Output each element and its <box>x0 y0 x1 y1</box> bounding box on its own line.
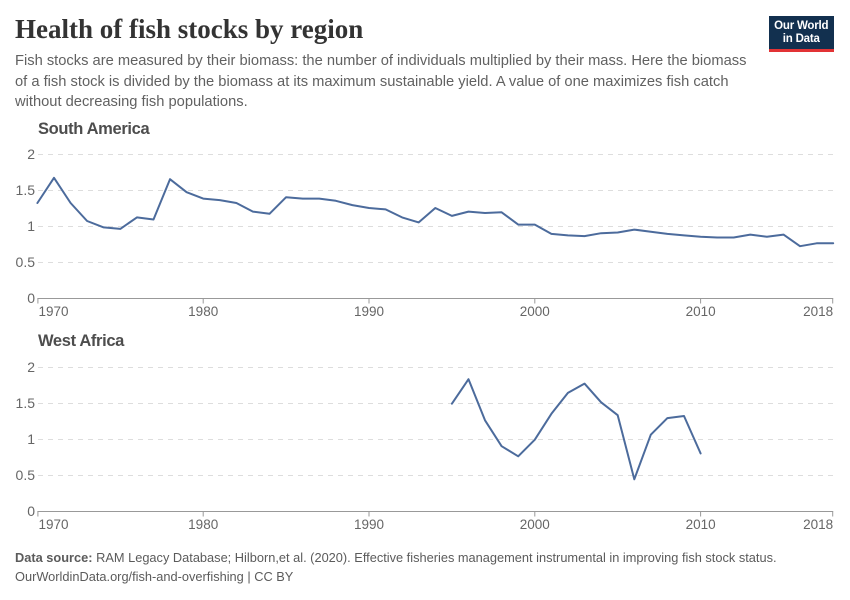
svg-text:2018: 2018 <box>803 304 833 319</box>
svg-text:1.5: 1.5 <box>16 182 36 198</box>
svg-text:1.5: 1.5 <box>16 395 36 411</box>
svg-text:1970: 1970 <box>39 517 69 532</box>
svg-text:1980: 1980 <box>188 517 218 532</box>
svg-text:2000: 2000 <box>520 304 550 319</box>
svg-text:1: 1 <box>27 218 35 234</box>
svg-text:1990: 1990 <box>354 517 384 532</box>
svg-text:2010: 2010 <box>686 304 716 319</box>
svg-text:2: 2 <box>27 146 35 162</box>
svg-text:2018: 2018 <box>803 517 833 532</box>
svg-text:0: 0 <box>27 290 35 306</box>
svg-text:1990: 1990 <box>354 304 384 319</box>
svg-text:1: 1 <box>27 431 35 447</box>
svg-text:0.5: 0.5 <box>16 467 36 483</box>
svg-text:2: 2 <box>27 359 35 375</box>
svg-text:2000: 2000 <box>520 517 550 532</box>
svg-text:0.5: 0.5 <box>16 254 36 270</box>
svg-text:0: 0 <box>27 503 35 519</box>
svg-text:1970: 1970 <box>39 304 69 319</box>
svg-text:2010: 2010 <box>686 517 716 532</box>
svg-text:1980: 1980 <box>188 304 218 319</box>
